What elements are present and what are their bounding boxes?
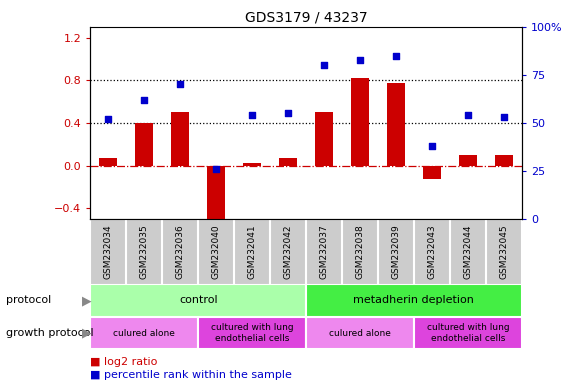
Text: GSM232044: GSM232044 [463,224,472,279]
Point [283,110,293,116]
Text: GSM232034: GSM232034 [104,224,113,279]
Bar [90,284,306,317]
Text: protocol: protocol [6,295,51,306]
Bar [459,155,477,166]
Text: GSM232042: GSM232042 [283,224,293,279]
Bar [99,158,117,166]
Text: GSM232039: GSM232039 [391,224,401,279]
Bar [243,164,261,166]
Bar [495,155,513,166]
Point [247,112,257,118]
Text: ▶: ▶ [82,294,91,307]
Text: culured alone: culured alone [329,329,391,338]
Bar [90,317,198,349]
Text: GSM232038: GSM232038 [356,224,364,279]
Text: GSM232045: GSM232045 [499,224,508,279]
Text: culured alone: culured alone [113,329,175,338]
Text: GSM232037: GSM232037 [319,224,329,279]
Point [463,112,472,118]
Bar [279,158,297,166]
Bar [171,112,189,166]
Title: GDS3179 / 43237: GDS3179 / 43237 [245,10,367,24]
Point [175,81,185,88]
Point [499,114,508,120]
Bar [315,112,333,166]
Text: cultured with lung
endothelial cells: cultured with lung endothelial cells [427,323,509,343]
Point [427,143,437,149]
Text: ■ log2 ratio: ■ log2 ratio [90,357,158,367]
Bar [306,284,522,317]
Point [391,53,401,59]
Text: GSM232041: GSM232041 [248,224,257,279]
Text: GSM232043: GSM232043 [427,224,437,279]
Text: GSM232036: GSM232036 [175,224,185,279]
Bar [387,83,405,166]
Bar [306,317,414,349]
Bar [423,166,441,179]
Text: cultured with lung
endothelial cells: cultured with lung endothelial cells [211,323,293,343]
Text: GSM232035: GSM232035 [140,224,149,279]
Bar [207,166,225,224]
Text: ■ percentile rank within the sample: ■ percentile rank within the sample [90,370,292,380]
Text: growth protocol: growth protocol [6,328,93,338]
Bar [351,78,369,166]
Point [319,62,329,68]
Text: GSM232040: GSM232040 [212,224,221,279]
Point [139,97,149,103]
Text: metadherin depletion: metadherin depletion [353,295,475,306]
Point [355,56,365,63]
Point [212,166,221,172]
Point [104,116,113,122]
Bar [135,123,153,166]
Text: ▶: ▶ [82,327,91,339]
Bar [414,317,522,349]
Text: control: control [179,295,217,306]
Bar [198,317,306,349]
